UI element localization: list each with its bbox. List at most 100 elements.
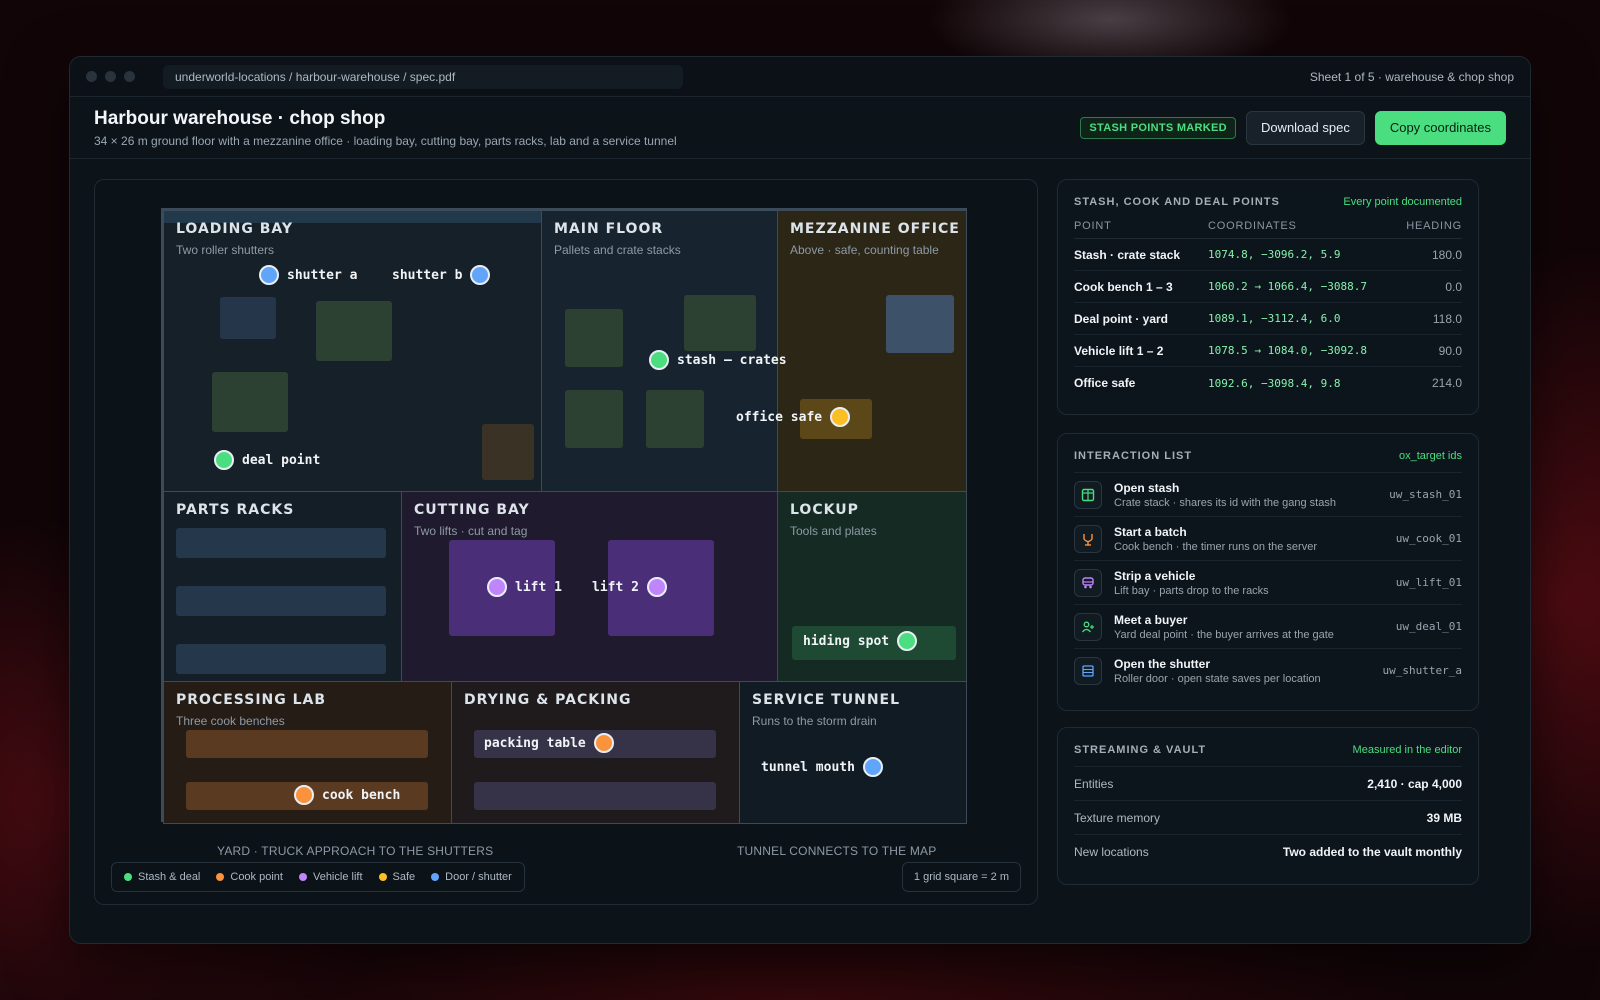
point-coords: 1089.1, −3112.4, 6.0 (1208, 312, 1341, 325)
room-parts-racks: PARTS RACKS (163, 491, 403, 683)
table-row[interactable]: Vehicle lift 1 – 2 1078.5 → 1084.0, −309… (1074, 335, 1462, 367)
parts-rack (176, 528, 386, 558)
panel-title: STASH, COOK AND DEAL POINTS (1074, 196, 1280, 208)
copy-coordinates-button[interactable]: Copy coordinates (1374, 110, 1506, 145)
panel-title: STREAMING & VAULT (1074, 744, 1207, 756)
page-subtitle: 34 × 26 m ground floor with a mezzanine … (94, 133, 677, 148)
room-title: PROCESSING LAB (176, 692, 327, 708)
flask-icon (1074, 524, 1102, 553)
marker-label: packing table (484, 735, 586, 751)
point-name: Vehicle lift 1 – 2 (1074, 343, 1164, 358)
safe-pin-icon (830, 407, 851, 427)
marker-lift-1[interactable]: lift 1 (487, 577, 562, 597)
table-row[interactable]: Deal point · yard 1089.1, −3112.4, 6.0 1… (1074, 303, 1462, 335)
point-coords: 1092.6, −3098.4, 9.8 (1208, 376, 1341, 390)
marker-cook-bench[interactable]: cook bench (294, 785, 400, 805)
item-title: Meet a buyer (1114, 612, 1188, 627)
streaming-panel: STREAMING & VAULT Measured in the editor… (1057, 727, 1479, 885)
item-subtitle: Yard deal point · the buyer arrives at t… (1114, 628, 1334, 641)
room-service-tunnel: SERVICE TUNNEL Runs to the storm drain (739, 681, 967, 824)
legend-label: Safe (392, 871, 416, 883)
lift-pin-icon (646, 577, 667, 597)
address-bar[interactable]: underworld-locations / harbour-warehouse… (163, 64, 683, 89)
room-title: DRYING & PACKING (464, 692, 632, 708)
roller-shutter-strip (164, 211, 541, 223)
stat-label: Entities (1074, 776, 1114, 791)
list-item[interactable]: Strip a vehicle Lift bay · parts drop to… (1074, 560, 1462, 604)
point-heading: 90.0 (1438, 343, 1462, 358)
status-badge: STASH POINTS MARKED (1080, 116, 1236, 139)
room-cutting-bay: CUTTING BAY Two lifts · cut and tag (401, 491, 779, 683)
table-row[interactable]: Office safe 1092.6, −3098.4, 9.8 214.0 (1074, 367, 1462, 399)
legend-item: Cook point (216, 871, 283, 883)
column-header: POINT (1074, 220, 1112, 232)
point-coords: 1060.2 → 1066.4, −3088.7 (1208, 280, 1367, 293)
table-header: POINT COORDINATES HEADING (1074, 208, 1462, 239)
minimize-dot[interactable] (105, 71, 116, 82)
table-row[interactable]: Stash · crate stack 1074.8, −3096.2, 5.9… (1074, 239, 1462, 271)
cook-dot-icon (216, 873, 225, 881)
room-subtitle: Tools and plates (790, 524, 877, 538)
list-item[interactable]: Start a batch Cook bench · the timer run… (1074, 516, 1462, 560)
floor-plan: LOADING BAY Two roller shutters MAIN FLO… (161, 208, 967, 824)
room-title: MEZZANINE OFFICE (790, 221, 960, 237)
marker-label: deal point (242, 452, 321, 468)
marker-shutter-b[interactable]: shutter b (392, 265, 491, 285)
lift-pin-icon (487, 577, 507, 597)
point-heading: 180.0 (1431, 247, 1462, 262)
item-title: Open the shutter (1114, 656, 1211, 671)
item-subtitle: Cook bench · the timer runs on the serve… (1114, 540, 1317, 553)
marker-office-safe[interactable]: office safe (736, 407, 851, 427)
door-pin-icon (259, 265, 279, 285)
room-title: CUTTING BAY (414, 502, 530, 518)
marker-hiding-spot[interactable]: hiding spot (803, 631, 918, 651)
point-coords: 1078.5 → 1084.0, −3092.8 (1208, 344, 1367, 357)
marker-label: shutter b (392, 267, 463, 283)
list-item[interactable]: Open the shutter Roller door · open stat… (1074, 648, 1462, 692)
marker-packing-table[interactable]: packing table (484, 733, 614, 753)
download-spec-button[interactable]: Download spec (1245, 110, 1365, 145)
stash-pin-icon (897, 631, 918, 651)
pallet-stack (212, 372, 288, 432)
item-title: Start a batch (1114, 524, 1187, 539)
panel-note: ox_target ids (1399, 450, 1462, 462)
stat-value: Two added to the vault monthly (1282, 844, 1462, 859)
list-item[interactable]: Meet a buyer Yard deal point · the buyer… (1074, 604, 1462, 648)
item-id: uw_lift_01 (1395, 576, 1462, 589)
marker-deal-point[interactable]: deal point (214, 450, 320, 470)
list-item[interactable]: Open stash Crate stack · shares its id w… (1074, 472, 1462, 516)
parts-rack (176, 644, 386, 674)
room-subtitle: Above · safe, counting table (790, 243, 939, 257)
door-pin-icon (862, 757, 883, 777)
maximize-dot[interactable] (124, 71, 135, 82)
cook-pin-icon (294, 785, 314, 805)
title-bar: underworld-locations / harbour-warehouse… (70, 57, 1530, 97)
column-header: COORDINATES (1208, 220, 1297, 232)
item-title: Open stash (1114, 480, 1180, 495)
marker-shutter-a[interactable]: shutter a (259, 265, 357, 285)
room-subtitle: Two lifts · cut and tag (414, 524, 528, 538)
window-controls (86, 71, 135, 82)
marker-stash-crates[interactable]: stash – crates (649, 350, 787, 370)
room-loading-bay: LOADING BAY Two roller shutters (163, 210, 543, 493)
point-name: Office safe (1074, 376, 1136, 390)
panel-note: Every point documented (1343, 196, 1462, 208)
crate-stack (565, 309, 623, 367)
stash-pin-icon (649, 350, 669, 370)
pallet-stack (316, 301, 392, 361)
marker-lift-2[interactable]: lift 2 (592, 577, 667, 597)
room-subtitle: Three cook benches (176, 714, 285, 728)
workbench (482, 424, 534, 480)
room-mezzanine-office: MEZZANINE OFFICE Above · safe, counting … (777, 210, 967, 493)
panel-title: INTERACTION LIST (1074, 450, 1193, 462)
legend-label: Door / shutter (445, 871, 512, 883)
room-lockup: LOCKUP Tools and plates (777, 491, 967, 683)
sheet-info: Sheet 1 of 5 · warehouse & chop shop (1309, 69, 1514, 84)
stash-dot-icon (124, 873, 132, 881)
close-dot[interactable] (86, 71, 97, 82)
point-name: Cook bench 1 – 3 (1074, 279, 1173, 294)
crate-stack (684, 295, 756, 351)
table-row[interactable]: Cook bench 1 – 3 1060.2 → 1066.4, −3088.… (1074, 271, 1462, 303)
room-subtitle: Pallets and crate stacks (554, 243, 681, 257)
marker-tunnel-mouth[interactable]: tunnel mouth (761, 757, 883, 777)
